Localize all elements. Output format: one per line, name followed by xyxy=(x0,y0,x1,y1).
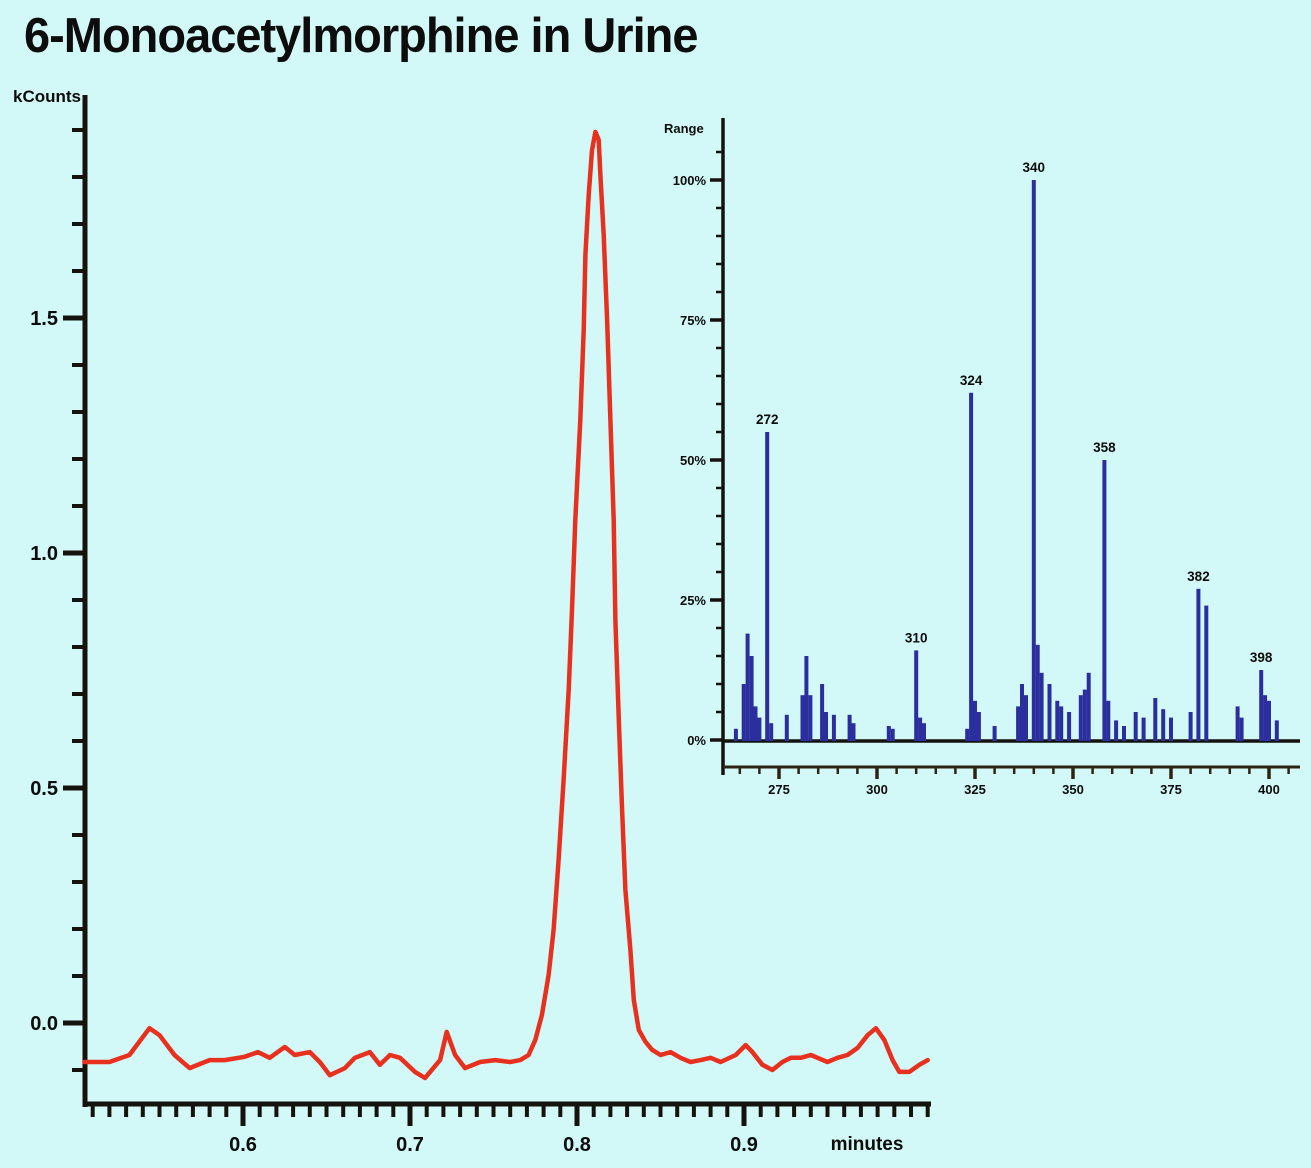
spectrum-bar xyxy=(808,695,813,741)
spectrum-bar xyxy=(1204,605,1209,741)
spectrum-bar xyxy=(1122,726,1126,741)
inset-y-tick-label: 100% xyxy=(673,173,707,188)
peak-label: 340 xyxy=(1023,160,1046,175)
y-tick-label: 0.0 xyxy=(30,1013,58,1035)
spectrum-bar xyxy=(1086,672,1091,741)
spectrum-bar xyxy=(890,728,895,741)
spectrum-bar xyxy=(749,656,754,741)
spectrum-bar xyxy=(753,706,758,741)
spectrum-bar xyxy=(1274,720,1279,741)
x-axis-title: minutes xyxy=(831,1134,904,1155)
spectrum-bar xyxy=(831,714,836,741)
spectrum-bar xyxy=(976,712,981,741)
spectrum-bar xyxy=(1016,706,1021,741)
y-tick-label: 1.0 xyxy=(30,543,58,565)
spectrum-bar xyxy=(1188,712,1193,741)
spectrum-bar xyxy=(1169,717,1173,741)
spectrum-bar xyxy=(1141,717,1146,741)
x-tick-label: 0.6 xyxy=(229,1134,257,1156)
spectrum-bar xyxy=(741,684,746,741)
spectrum-bar xyxy=(1067,712,1072,741)
inset-x-tick-label: 300 xyxy=(866,782,888,797)
chromatogram-chart: 0.6 0.7 0.8 0.9 0.0 0.5 1.0 1.5 kCounts minutes xyxy=(13,87,931,1156)
spectrum-bar xyxy=(851,723,856,741)
spectrum-bar xyxy=(1047,684,1052,741)
spectrum-bar xyxy=(965,728,970,741)
spectrum-bar xyxy=(1020,684,1024,741)
x-tick-label: 0.7 xyxy=(396,1134,424,1156)
spectrum-bar xyxy=(992,726,997,741)
spectrum-bar xyxy=(745,633,750,741)
peak-label: 382 xyxy=(1187,569,1210,584)
spectrum-bar xyxy=(1031,180,1036,741)
spectrum-bar xyxy=(784,714,789,741)
spectrum-bar xyxy=(1239,717,1244,741)
peak-label: 272 xyxy=(756,412,779,427)
spectrum-bar xyxy=(1059,706,1064,741)
y-axis-title: kCounts xyxy=(13,87,81,106)
y-tick-label: 0.5 xyxy=(30,778,58,800)
spectrum-bar xyxy=(800,695,805,741)
spectrum-bar xyxy=(969,392,974,741)
spectrum-bar xyxy=(1235,706,1240,741)
inset-y-tick-label: 75% xyxy=(680,313,706,328)
spectrum-bar xyxy=(1106,700,1111,741)
spectrum-bar xyxy=(1161,709,1166,741)
inset-x-tick-label: 325 xyxy=(964,782,986,797)
spectrum-bar xyxy=(1153,698,1158,741)
spectrum-bar xyxy=(1114,720,1119,741)
spectrum-bar xyxy=(769,723,774,741)
spectrum-bar xyxy=(914,650,919,741)
inset-x-tick-label: 400 xyxy=(1258,782,1280,797)
x-tick-label: 0.9 xyxy=(730,1134,758,1156)
spectrum-bar xyxy=(733,728,738,741)
spectrum-bar xyxy=(1055,700,1060,741)
spectrum-bar xyxy=(1263,695,1268,741)
inset-x-tick-label: 275 xyxy=(768,782,790,797)
spectrum-bar xyxy=(1133,712,1138,741)
peak-label: 358 xyxy=(1093,440,1116,455)
chromatogram-trace xyxy=(82,129,930,1081)
spectrum-bar xyxy=(824,712,828,741)
inset-y-tick-label: 50% xyxy=(680,453,706,468)
peak-label: 398 xyxy=(1250,650,1273,665)
inset-x-tick-label: 350 xyxy=(1062,782,1084,797)
spectrum-bar xyxy=(765,432,770,741)
spectrum-bar xyxy=(1082,689,1087,741)
spectrum-bar xyxy=(804,656,809,741)
spectrum-bar xyxy=(886,726,891,741)
inset-y-tick-label: 25% xyxy=(680,593,706,608)
spectrum-bar xyxy=(847,714,852,741)
page-title: 6-Monoacetylmorphine in Urine xyxy=(24,7,698,63)
spectrum-bar xyxy=(1259,670,1264,741)
spectrum-bar xyxy=(1039,672,1044,741)
spectrum-bar xyxy=(1102,460,1107,741)
y-tick-label: 1.5 xyxy=(30,308,58,330)
spectrum-bar xyxy=(922,723,926,741)
spectrum-bar xyxy=(1078,695,1083,741)
spectrum-bar xyxy=(918,717,923,741)
spectrum-bar xyxy=(1024,695,1028,741)
inset-x-tick-label: 375 xyxy=(1160,782,1182,797)
inset-y-axis-title: Range xyxy=(664,121,704,136)
spectrum-bar xyxy=(1035,644,1040,741)
spectrum-bar xyxy=(1267,700,1271,741)
spectrum-bar xyxy=(757,717,762,741)
spectrum-bar xyxy=(973,700,977,741)
inset-y-tick-label: 0% xyxy=(687,733,706,748)
peak-label: 324 xyxy=(960,373,983,388)
peak-label: 310 xyxy=(905,630,928,645)
spectrum-bar xyxy=(1196,588,1201,741)
mass-spectrum-inset: 0% 25% 50% 75% 100% 275 300 325 350 375 400 Range 27… xyxy=(664,118,1300,797)
x-tick-label: 0.8 xyxy=(563,1134,591,1156)
spectrum-bar xyxy=(820,684,825,741)
